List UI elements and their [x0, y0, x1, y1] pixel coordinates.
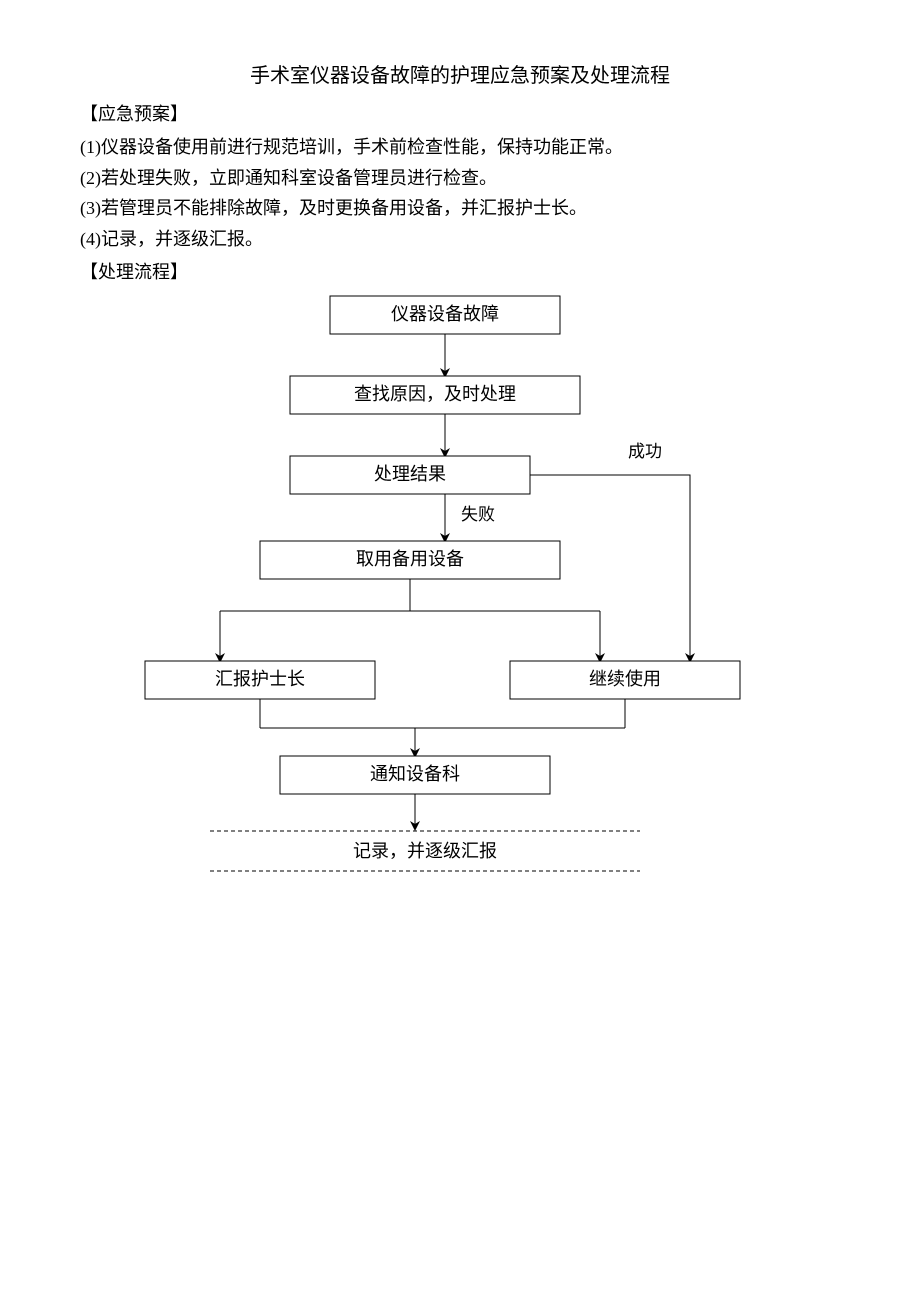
section-heading-plan: 【应急预案】 — [80, 100, 840, 129]
node-label: 汇报护士长 — [215, 669, 305, 689]
node-label: 处理结果 — [374, 464, 446, 484]
node-n6: 继续使用 — [510, 661, 740, 699]
node-label: 取用备用设备 — [356, 549, 464, 569]
node-label: 查找原因，及时处理 — [354, 384, 516, 404]
node-label: 通知设备科 — [370, 764, 460, 784]
node-n7: 通知设备科 — [280, 756, 550, 794]
flowchart-container: 失败 成功 记录，并逐级汇报 仪器设备故障 查找原因，及时处理 — [80, 291, 840, 911]
plan-item: (2)若处理失败，立即通知科室设备管理员进行检查。 — [80, 164, 840, 193]
plan-item: (4)记录，并逐级汇报。 — [80, 225, 840, 254]
edge-label-fail: 失败 — [461, 505, 495, 524]
final-text: 记录，并逐级汇报 — [353, 841, 497, 861]
node-label: 继续使用 — [589, 669, 661, 689]
section-heading-flow: 【处理流程】 — [80, 258, 840, 287]
node-n1: 仪器设备故障 — [330, 296, 560, 334]
page-title: 手术室仪器设备故障的护理应急预案及处理流程 — [80, 60, 840, 92]
node-label: 仪器设备故障 — [391, 304, 499, 324]
node-n3: 处理结果 — [290, 456, 530, 494]
node-n4: 取用备用设备 — [260, 541, 560, 579]
node-n5: 汇报护士长 — [145, 661, 375, 699]
plan-item: (1)仪器设备使用前进行规范培训，手术前检查性能，保持功能正常。 — [80, 133, 840, 162]
node-n2: 查找原因，及时处理 — [290, 376, 580, 414]
flowchart-svg: 失败 成功 记录，并逐级汇报 仪器设备故障 查找原因，及时处理 — [80, 291, 840, 911]
plan-item: (3)若管理员不能排除故障，及时更换备用设备，并汇报护士长。 — [80, 194, 840, 223]
edge-label-success: 成功 — [628, 442, 662, 461]
